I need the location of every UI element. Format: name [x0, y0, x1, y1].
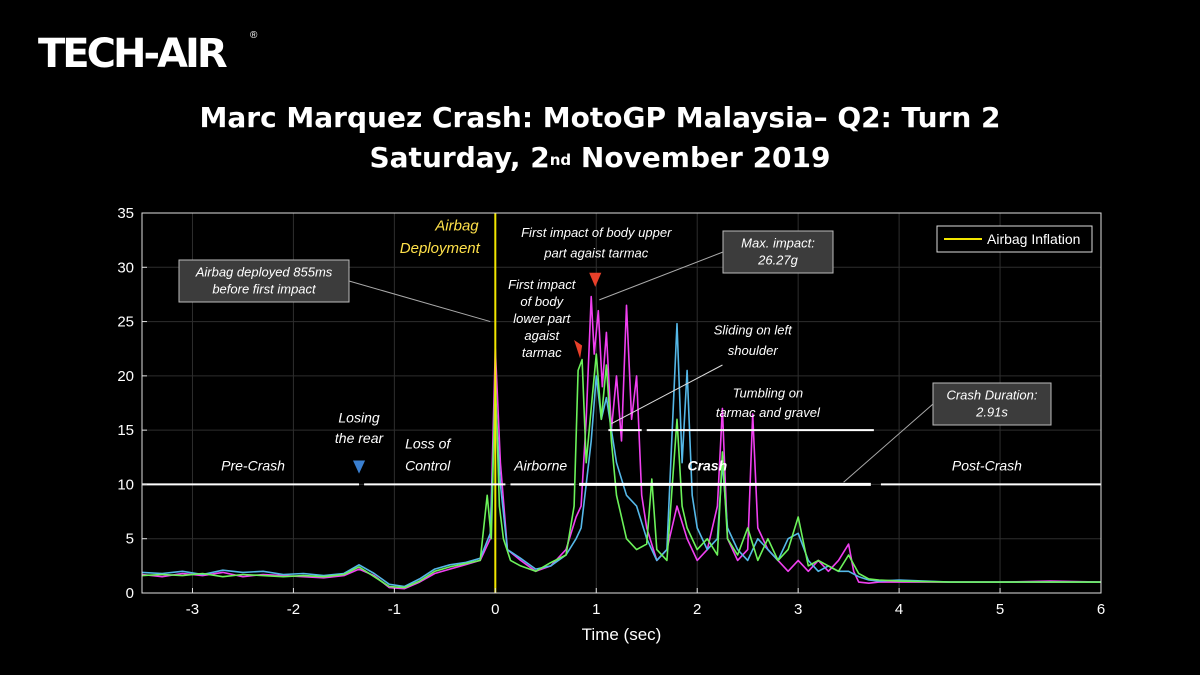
chart-series — [141, 295, 1102, 590]
y-tick-label: 5 — [126, 531, 134, 548]
label-first-upper-1: First impact of body upper — [521, 225, 672, 240]
label-airbag-deployment-2: Deployment — [400, 240, 481, 257]
airbag-deployed-connector — [348, 280, 491, 323]
chart-axes: -3 -2 -1 0 1 2 3 4 5 6 0 5 10 15 20 25 30 35 Time (sec) — [117, 205, 1105, 644]
y-tick-label: 0 — [126, 585, 134, 602]
registered-mark: ® — [250, 30, 258, 41]
crash-duration-box — [932, 382, 1052, 426]
title-date-prefix: Saturday, 2 — [369, 141, 550, 174]
label-first-lower-2: of body — [520, 294, 564, 309]
label-first-lower-5: tarmac — [522, 345, 562, 360]
label-pre-crash: Pre-Crash — [221, 457, 285, 473]
airbag-deployed-text-1: Airbag deployed 855ms — [195, 265, 333, 280]
x-tick-label: 6 — [1097, 601, 1105, 618]
first-lower-marker — [574, 340, 583, 359]
label-first-lower-1: First impact — [508, 277, 577, 292]
label-post-crash: Post-Crash — [952, 457, 1022, 473]
crash-duration-text-1: Crash Duration: — [946, 388, 1037, 403]
title-date-suffix: nd — [549, 151, 572, 169]
crash-duration-text-2: 2.91s — [975, 405, 1008, 420]
x-tick-label: 1 — [592, 601, 600, 618]
label-airborne: Airborne — [513, 457, 567, 473]
x-tick-label: -3 — [186, 601, 199, 618]
label-tumbling-1: Tumbling on — [733, 386, 804, 401]
x-tick-label: 3 — [794, 601, 802, 618]
tech-air-logo: TECH-AIR ® — [38, 28, 268, 80]
x-tick-label: -2 — [287, 601, 300, 618]
first-upper-marker — [589, 272, 602, 287]
logo-wordmark: TECH-AIR — [38, 31, 228, 77]
series-line-2 — [141, 353, 1101, 589]
series-line-1 — [141, 322, 1101, 588]
label-sliding-1: Sliding on left — [714, 323, 793, 338]
x-tick-label: 5 — [996, 601, 1004, 618]
max-impact-text-1: Max. impact: — [741, 236, 815, 251]
max-impact-connector — [599, 251, 724, 301]
title-date-rest: November 2019 — [571, 141, 831, 174]
label-loss-of-control-2: Control — [405, 457, 451, 473]
x-axis-label: Time (sec) — [582, 625, 662, 644]
label-first-lower-4: agaist — [524, 328, 560, 343]
y-tick-label: 35 — [117, 205, 134, 222]
series-line-0 — [141, 295, 1102, 590]
y-tick-label: 30 — [117, 259, 134, 276]
page-title: Marc Marquez Crash: MotoGP Malaysia– Q2:… — [0, 98, 1200, 178]
plot-frame — [141, 212, 1102, 594]
sliding-connector — [611, 364, 723, 425]
losing-rear-marker — [352, 460, 366, 474]
y-tick-label: 20 — [117, 368, 134, 385]
title-line-2: Saturday, 2nd November 2019 — [0, 138, 1200, 178]
y-tick-label: 10 — [117, 476, 134, 493]
label-airbag-deployment-1: Airbag — [434, 217, 479, 234]
x-tick-label: 0 — [491, 601, 499, 618]
label-loss-of-control-1: Loss of — [405, 436, 452, 452]
x-tick-label: 4 — [895, 601, 903, 618]
crash-duration-connector — [843, 403, 934, 483]
label-tumbling-2: tarmac and gravel — [716, 405, 821, 420]
airbag-deployed-text-2: before first impact — [212, 282, 317, 297]
y-tick-label: 15 — [117, 422, 134, 439]
label-sliding-2: shoulder — [728, 343, 779, 358]
label-losing-rear-1: Losing — [338, 410, 379, 426]
x-tick-label: 2 — [693, 601, 701, 618]
y-tick-label: 25 — [117, 314, 134, 331]
legend-label: Airbag Inflation — [987, 231, 1080, 247]
airbag-deployed-box — [178, 259, 350, 303]
label-crash: Crash — [687, 457, 727, 473]
x-tick-label: -1 — [388, 601, 401, 618]
max-impact-text-2: 26.27g — [757, 253, 799, 268]
label-first-lower-3: lower part — [513, 311, 571, 326]
label-losing-rear-2: the rear — [335, 430, 385, 446]
chart-annotations: Pre-Crash Loss of Control Airborne Crash Post… — [142, 213, 1101, 593]
label-first-upper-2: part agaist tarmac — [543, 246, 649, 261]
title-line-1: Marc Marquez Crash: MotoGP Malaysia– Q2:… — [199, 101, 1001, 134]
max-impact-box — [722, 230, 834, 274]
